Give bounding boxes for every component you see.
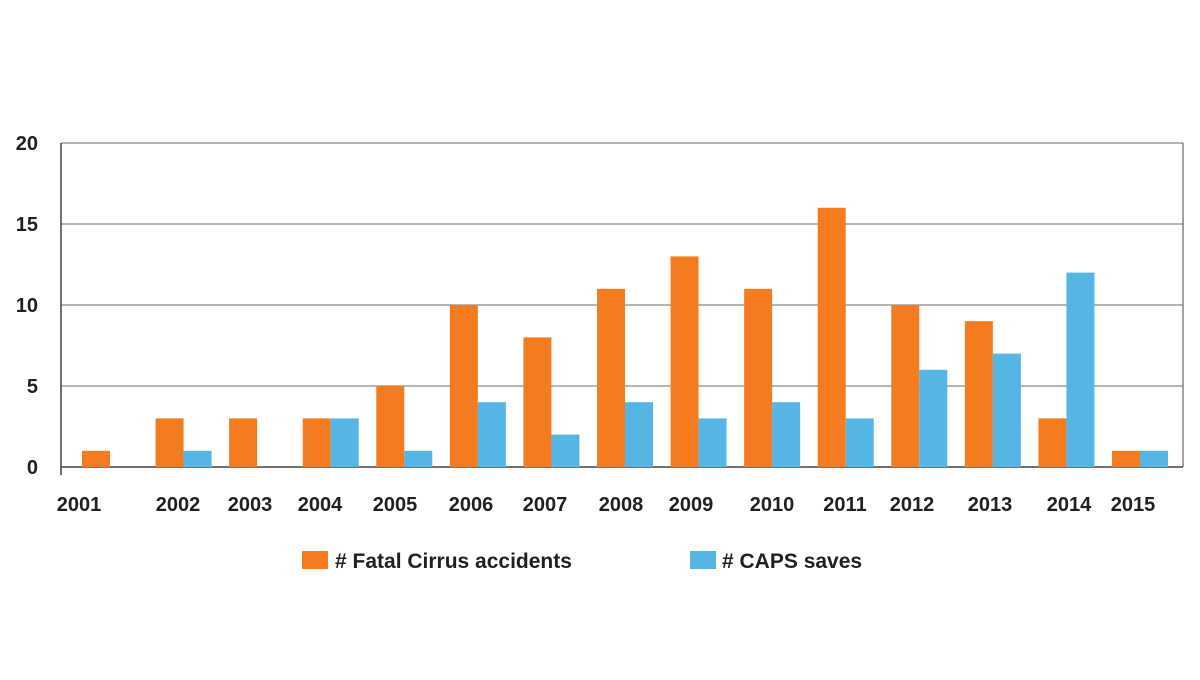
y-tick-label: 10 xyxy=(16,295,38,317)
bar-caps-saves xyxy=(919,369,948,467)
bar-caps-saves xyxy=(992,353,1021,467)
x-tick-label: 2004 xyxy=(298,494,343,516)
bar-fatal-accidents xyxy=(523,337,552,467)
bar-caps-saves xyxy=(330,418,359,467)
x-tick-label: 2007 xyxy=(523,494,568,516)
legend-swatch xyxy=(302,551,328,569)
bar-caps-saves xyxy=(1140,450,1168,467)
bar-fatal-accidents xyxy=(1038,418,1067,467)
bar-fatal-accidents xyxy=(597,288,625,467)
bar-fatal-accidents xyxy=(449,305,478,467)
bar-fatal-accidents xyxy=(376,386,405,467)
bar-fatal-accidents xyxy=(82,450,110,467)
legend-label: # Fatal Cirrus accidents xyxy=(335,550,572,573)
bar-fatal-accidents xyxy=(817,207,846,468)
x-tick-label: 2005 xyxy=(373,494,418,516)
x-tick-label: 2009 xyxy=(669,494,714,516)
y-tick-label: 0 xyxy=(27,457,38,479)
bar-fatal-accidents xyxy=(302,418,331,467)
bar-fatal-accidents xyxy=(891,305,920,467)
bar-caps-saves xyxy=(845,418,874,467)
bar-fatal-accidents xyxy=(229,418,258,467)
y-tick-label: 20 xyxy=(16,133,38,155)
bar-caps-saves xyxy=(1066,272,1095,467)
legend-swatch xyxy=(690,551,716,569)
x-tick-label: 2006 xyxy=(449,494,494,516)
x-tick-label: 2010 xyxy=(750,494,795,516)
bar-caps-saves xyxy=(625,402,653,467)
bar-fatal-accidents xyxy=(670,256,699,467)
x-tick-label: 2002 xyxy=(156,494,201,516)
bar-caps-saves xyxy=(698,418,727,467)
bar-caps-saves xyxy=(551,434,580,467)
bars xyxy=(82,207,1168,468)
bar-caps-saves xyxy=(772,402,801,467)
bar-caps-saves xyxy=(183,450,212,467)
x-tick-label: 2001 xyxy=(57,494,102,516)
bar-caps-saves xyxy=(404,450,433,467)
bar-fatal-accidents xyxy=(964,321,993,467)
y-tick-labels: 0 5 10 15 20 xyxy=(16,133,38,479)
bar-caps-saves xyxy=(477,402,506,467)
x-tick-label: 2011 xyxy=(823,494,866,516)
bar-fatal-accidents xyxy=(1112,450,1140,467)
x-tick-label: 2014 xyxy=(1047,494,1092,516)
legend: # Fatal Cirrus accidents # CAPS saves xyxy=(302,550,862,573)
y-tick-label: 15 xyxy=(16,214,38,236)
x-tick-labels: 2001 2002 2003 2004 2005 2006 2007 2008 2009 2010… xyxy=(57,494,1156,516)
legend-label: # CAPS saves xyxy=(722,550,862,573)
x-tick-label: 2013 xyxy=(968,494,1013,516)
y-tick-label: 5 xyxy=(27,376,38,398)
x-tick-label: 2003 xyxy=(228,494,273,516)
x-tick-label: 2015 xyxy=(1111,494,1156,516)
bar-fatal-accidents xyxy=(155,418,184,467)
x-tick-label: 2012 xyxy=(890,494,935,516)
bar-fatal-accidents xyxy=(744,288,773,467)
x-tick-label: 2008 xyxy=(599,494,644,516)
